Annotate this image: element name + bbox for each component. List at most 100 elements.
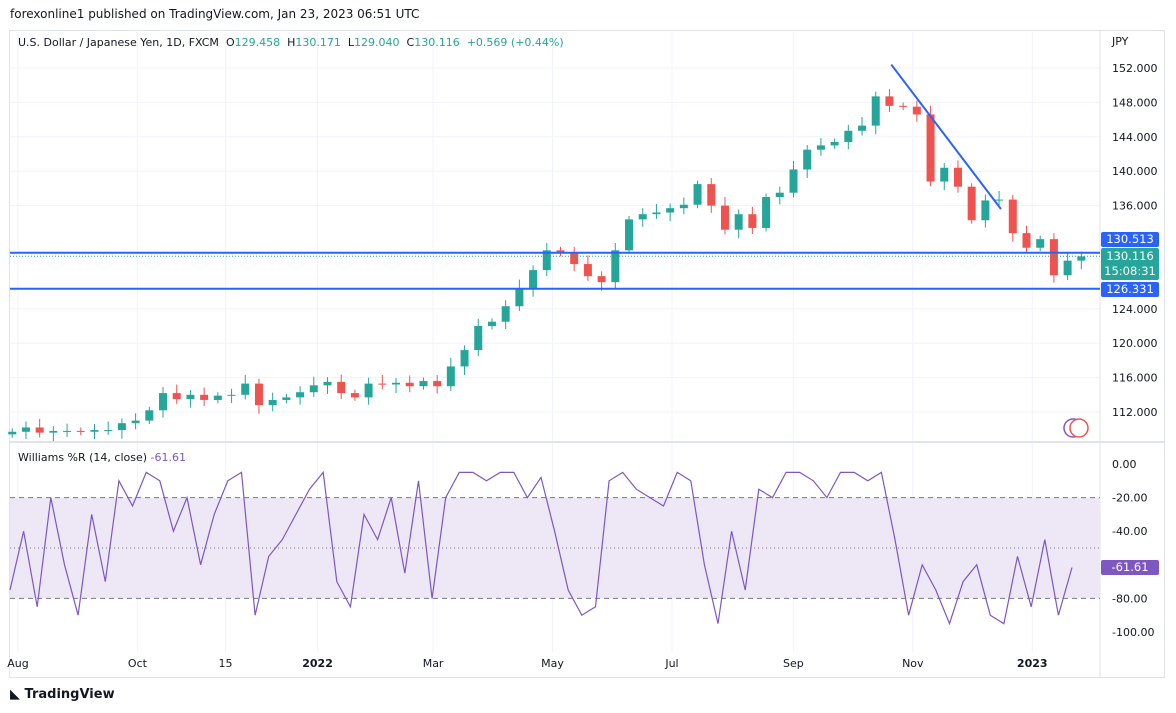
candle-down	[433, 381, 442, 387]
price-tick-label: 140.000	[1112, 165, 1158, 178]
candle-up	[474, 326, 483, 351]
candle-down	[254, 383, 263, 406]
candle-up	[117, 423, 126, 431]
candle-down	[378, 383, 387, 385]
indicator-legend: Williams %R (14, close) -61.61	[18, 451, 186, 464]
support-price-tag: 126.331	[1101, 282, 1159, 297]
time-tick-label: Nov	[902, 657, 924, 670]
last-price: 130.116	[1106, 249, 1154, 263]
time-tick-label: Jul	[664, 657, 678, 670]
candle-up	[446, 366, 455, 387]
candle-up	[858, 125, 867, 131]
indicator-tick-label: 0.00	[1112, 458, 1137, 471]
close-value: 130.116	[414, 36, 460, 49]
candle-up	[241, 383, 250, 395]
symbol-legend: U.S. Dollar / Japanese Yen, 1D, FXCM O12…	[18, 36, 564, 49]
candle-up	[145, 410, 154, 421]
candle-up	[268, 399, 277, 406]
candle-up	[652, 212, 661, 215]
price-tick-label: 116.000	[1112, 372, 1158, 385]
indicator-tick-label: -20.00	[1112, 492, 1147, 505]
open-value: 129.458	[234, 36, 281, 49]
candle-down	[597, 276, 606, 283]
candle-up	[679, 204, 688, 209]
time-tick-label: Sep	[783, 657, 804, 670]
candle-down	[556, 250, 565, 253]
candle-up	[734, 214, 743, 230]
resistance-price-tag: 130.513	[1101, 232, 1159, 247]
candle-up	[1036, 239, 1045, 248]
candle-up	[309, 385, 318, 393]
candle-up	[762, 197, 771, 228]
price-tick-label: 120.000	[1112, 337, 1158, 350]
low-label: L	[347, 36, 355, 49]
candle-up	[21, 427, 30, 432]
candle-down	[172, 393, 181, 400]
trendline	[890, 63, 1002, 210]
time-tick-label: 2023	[1017, 657, 1048, 670]
candle-down	[967, 186, 976, 221]
candle-up	[542, 250, 551, 271]
candle-up	[775, 192, 784, 197]
candle-up	[8, 431, 17, 435]
high-label: H	[287, 36, 296, 49]
candle-up	[186, 394, 195, 400]
time-tick-label: Aug	[7, 657, 28, 670]
candle-down	[885, 96, 894, 106]
candle-down	[748, 214, 757, 228]
candle-up	[638, 214, 647, 220]
indicator-value: -61.61	[150, 451, 187, 464]
candle-down	[1008, 199, 1017, 234]
last-price-tag: 130.116 15:08:31	[1101, 248, 1159, 280]
symbol-name: U.S. Dollar / Japanese Yen, 1D, FXCM	[18, 36, 219, 49]
williams-r-line	[9, 470, 1073, 626]
bar-countdown: 15:08:31	[1104, 264, 1156, 278]
candle-up	[611, 250, 620, 283]
candle-down	[899, 105, 908, 107]
tv-logo-icon: ◣	[10, 687, 25, 702]
candle-up	[693, 184, 702, 205]
high-value: 130.171	[295, 36, 341, 49]
candle-up	[282, 397, 291, 400]
candle-up	[364, 383, 373, 398]
close-label: C	[406, 36, 415, 49]
us-flag-icon	[1069, 418, 1089, 438]
candle-down	[35, 427, 44, 433]
chart-frame	[9, 30, 1165, 678]
candle-down	[350, 393, 359, 398]
candle-up	[515, 288, 524, 307]
candle-up	[131, 420, 140, 424]
open-label: O	[225, 36, 235, 49]
tradingview-logo[interactable]: ◣ TradingView	[10, 687, 115, 702]
candle-down	[707, 184, 716, 206]
candle-up	[227, 394, 236, 396]
candle-down	[570, 252, 579, 265]
candle-up	[1063, 260, 1072, 276]
candle-down	[200, 394, 209, 400]
candle-up	[940, 167, 949, 182]
candle-up	[501, 306, 510, 322]
candle-down	[912, 106, 921, 115]
change-value: +0.569 (+0.44%)	[466, 36, 564, 49]
candle-up	[871, 96, 880, 126]
candle-up	[63, 430, 72, 432]
candle-up	[213, 395, 222, 400]
indicator-name: Williams %R (14, close)	[18, 451, 148, 464]
candle-down	[953, 167, 962, 187]
brand-name: TradingView	[24, 687, 115, 702]
price-tick-label: 112.000	[1112, 406, 1158, 419]
indicator-tick-label: -100.00	[1112, 626, 1154, 639]
candle-up	[816, 145, 825, 150]
williams-value-tag: -61.61	[1101, 560, 1159, 575]
candle-down	[405, 382, 414, 387]
candle-up	[981, 200, 990, 221]
candle-up	[419, 381, 428, 387]
candle-up	[666, 208, 675, 213]
price-tick-label: 152.000	[1112, 62, 1158, 75]
candle-up	[460, 350, 469, 367]
price-tick-label: 136.000	[1112, 200, 1158, 213]
published-header: forexonline1 published on TradingView.co…	[10, 7, 420, 21]
candle-up	[323, 381, 332, 386]
time-tick-label: May	[541, 657, 564, 670]
